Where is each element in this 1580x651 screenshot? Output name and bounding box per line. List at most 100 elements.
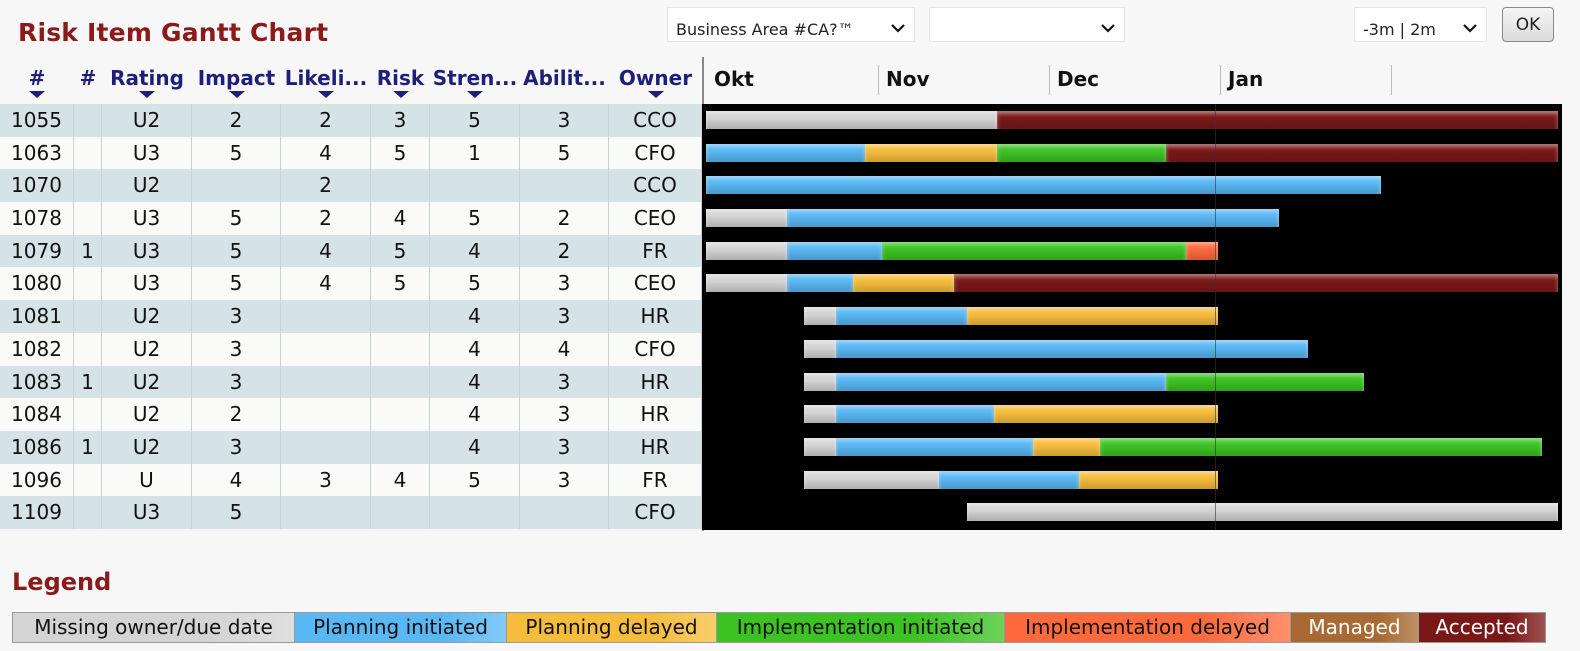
table-row[interactable]: 1063 U3 5 4 5 1 5 CFO — [0, 136, 702, 170]
cell-likelihood: 2 — [281, 104, 371, 137]
ok-button[interactable]: OK — [1502, 7, 1554, 42]
time-range-dropdown[interactable]: -3m | 2m — [1354, 7, 1487, 42]
cell-owner: CFO — [609, 496, 702, 529]
cell-id[interactable]: 1070 — [0, 169, 74, 203]
chevron-down-icon — [1462, 19, 1478, 38]
cell-id[interactable]: 1109 — [0, 496, 74, 529]
table-row[interactable]: 1079 1 U3 5 4 5 4 2 FR — [0, 234, 702, 268]
table-row[interactable]: 1082 U2 3 4 4 CFO — [0, 332, 702, 366]
cell-strength: 4 — [430, 365, 520, 399]
table-row[interactable]: 1070 U2 2 CCO — [0, 169, 702, 203]
cell-id[interactable]: 1084 — [0, 398, 74, 431]
cell-id[interactable]: 1083 — [0, 365, 74, 399]
cell-id[interactable]: 1082 — [0, 332, 74, 366]
column-header-rating[interactable]: Rating — [102, 57, 192, 103]
cell-impact: 3 — [192, 332, 281, 366]
bar-segment-missing[interactable] — [706, 274, 788, 293]
cell-id[interactable]: 1078 — [0, 202, 74, 235]
bar-segment-planning[interactable] — [706, 176, 1382, 195]
bar-segment-planning-delayed[interactable] — [865, 143, 997, 162]
business-area-value: Business Area #CA?™ — [676, 20, 854, 39]
cell-id[interactable]: 1080 — [0, 267, 74, 301]
bar-segment-missing[interactable] — [706, 241, 788, 260]
column-header-owner[interactable]: Owner — [609, 57, 702, 103]
bar-segment-planning[interactable] — [939, 470, 1079, 489]
column-header-impact[interactable]: Impact — [192, 57, 281, 103]
cell-id[interactable]: 1079 — [0, 234, 74, 268]
table-row[interactable]: 1081 U2 3 4 3 HR — [0, 300, 702, 333]
bar-segment-planning[interactable] — [836, 372, 1167, 391]
bar-segment-planning[interactable] — [836, 437, 1034, 456]
bar-segment-planning-delayed[interactable] — [994, 405, 1218, 424]
bar-segment-missing[interactable] — [706, 209, 788, 228]
bar-segment-planning[interactable] — [836, 405, 995, 424]
bar-segment-implementation-delayed[interactable] — [1186, 241, 1218, 260]
table-row[interactable]: 1086 1 U2 3 4 3 HR — [0, 430, 702, 464]
column-header-strength[interactable]: Stren... — [430, 57, 520, 103]
bar-segment-missing[interactable] — [804, 437, 837, 456]
table-row[interactable]: 1084 U2 2 4 3 HR — [0, 398, 702, 431]
bar-segment-planning-delayed[interactable] — [966, 307, 1218, 326]
bar-segment-missing[interactable] — [804, 470, 940, 489]
bar-segment-planning[interactable] — [787, 274, 854, 293]
table-row[interactable]: 1083 1 U2 3 4 3 HR — [0, 365, 702, 399]
bar-segment-planning-delayed[interactable] — [1033, 437, 1101, 456]
sort-desc-icon[interactable] — [29, 91, 45, 98]
cell-strength: 5 — [430, 202, 520, 235]
bar-segment-planning[interactable] — [836, 339, 1309, 358]
bar-segment-accepted[interactable] — [1166, 143, 1558, 162]
cell-strength: 4 — [430, 398, 520, 431]
table-row[interactable]: 1109 U3 5 CFO — [0, 496, 702, 529]
bar-segment-planning-delayed[interactable] — [1078, 470, 1218, 489]
table-row[interactable]: 1096 U 4 3 4 5 3 FR — [0, 463, 702, 497]
cell-index — [74, 104, 102, 137]
cell-owner: CFO — [609, 136, 702, 170]
cell-likelihood: 4 — [281, 267, 371, 301]
bar-segment-missing[interactable] — [804, 405, 837, 424]
risk-table-body: 1055 U2 2 2 3 5 3 CCO 1063 U3 5 4 5 1 5 CFO 1070 U2 2 CCO 10… — [0, 104, 702, 529]
cell-id[interactable]: 1086 — [0, 430, 74, 464]
cell-id[interactable]: 1063 — [0, 136, 74, 170]
table-row[interactable]: 1078 U3 5 2 4 5 2 CEO — [0, 202, 702, 235]
cell-impact: 5 — [192, 136, 281, 170]
cell-likelihood — [281, 300, 371, 333]
bar-segment-implementation[interactable] — [996, 143, 1167, 162]
sort-desc-icon[interactable] — [392, 91, 409, 98]
bar-segment-missing[interactable] — [966, 503, 1558, 522]
bar-segment-missing[interactable] — [804, 372, 837, 391]
bar-segment-planning[interactable] — [787, 241, 882, 260]
cell-id[interactable]: 1081 — [0, 300, 74, 333]
sort-desc-icon[interactable] — [467, 91, 483, 98]
bar-segment-implementation[interactable] — [1166, 372, 1365, 391]
bar-segment-implementation[interactable] — [1100, 437, 1543, 456]
bar-segment-missing[interactable] — [804, 339, 837, 358]
bar-segment-accepted[interactable] — [953, 274, 1558, 293]
cell-risk: 3 — [371, 104, 430, 137]
bar-segment-accepted[interactable] — [996, 111, 1558, 129]
bar-segment-planning-delayed[interactable] — [853, 274, 954, 293]
cell-id[interactable]: 1096 — [0, 463, 74, 497]
sort-desc-icon[interactable] — [647, 91, 664, 98]
sort-desc-icon[interactable] — [139, 91, 155, 98]
bar-segment-planning[interactable] — [706, 143, 866, 162]
bar-segment-planning[interactable] — [787, 209, 1280, 228]
legend-item-accepted: Accepted — [1419, 613, 1545, 642]
secondary-filter-dropdown[interactable] — [929, 7, 1125, 42]
table-row[interactable]: 1080 U3 5 4 5 5 3 CEO — [0, 267, 702, 301]
legend: Missing owner/due date Planning initiated… — [12, 612, 1546, 643]
bar-segment-missing[interactable] — [706, 111, 997, 129]
cell-id[interactable]: 1055 — [0, 104, 74, 137]
bar-segment-implementation[interactable] — [881, 241, 1187, 260]
cell-risk: 4 — [371, 463, 430, 497]
column-header-likelihood[interactable]: Likeli... — [281, 57, 371, 103]
column-header-id[interactable]: # — [0, 57, 74, 103]
bar-segment-missing[interactable] — [804, 307, 837, 326]
sort-desc-icon[interactable] — [318, 91, 334, 98]
business-area-dropdown[interactable]: Business Area #CA?™ — [667, 7, 915, 42]
cell-index — [74, 463, 102, 497]
current-date-marker — [1215, 104, 1216, 530]
sort-desc-icon[interactable] — [228, 91, 245, 98]
column-header-risk[interactable]: Risk — [371, 57, 430, 103]
table-row[interactable]: 1055 U2 2 2 3 5 3 CCO — [0, 104, 702, 137]
bar-segment-planning[interactable] — [836, 307, 967, 326]
